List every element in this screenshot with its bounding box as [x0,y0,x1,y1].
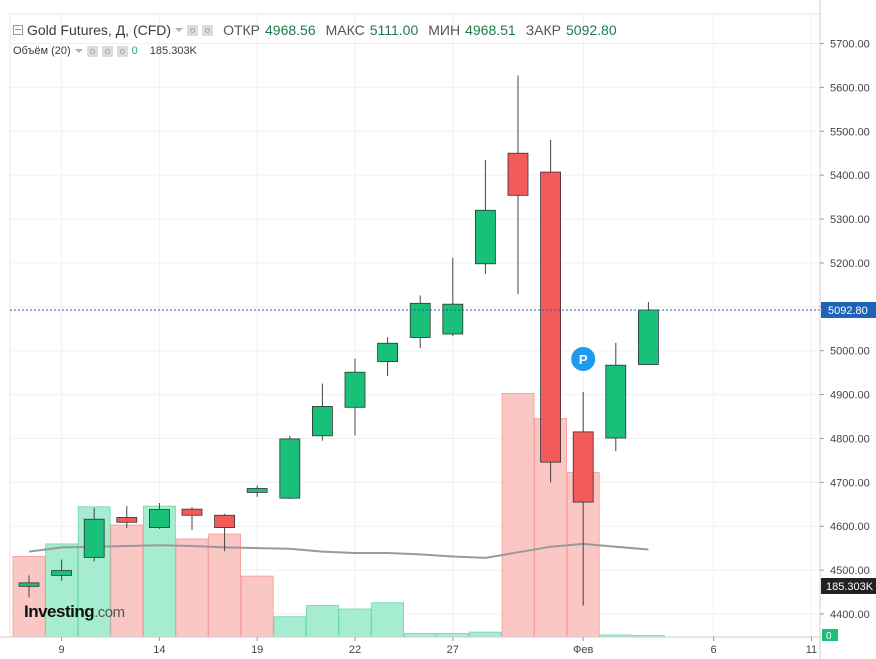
candle-body-up [18,582,40,587]
chevron-down-icon[interactable] [74,49,83,53]
time-tick-label: 14 [153,644,165,656]
price-tick-label: 5600.00 [830,82,870,94]
volume-bars [12,392,665,638]
open-value: 4968.56 [265,22,316,38]
logo-suffix: .com [94,604,125,621]
candle-body-up [377,342,399,363]
candle-body-up [148,509,170,528]
high-value: 5111.00 [369,22,419,38]
open-label: ОТКР [223,22,260,38]
price-tick-label: 5000.00 [830,346,870,358]
last-price-tag [821,301,876,318]
volume-bar [371,602,405,638]
candle-body-up [51,570,72,576]
instrument-title: Gold Futures, Д, (CFD) [27,22,172,38]
volume-bar [305,605,339,638]
time-tick-label: Фев [573,644,593,656]
last-price-label: 5092.80 [828,305,868,317]
chevron-down-icon[interactable] [175,28,184,32]
price-tick-label: 4700.00 [830,477,870,489]
visibility-icon[interactable] [187,24,199,36]
price-tick-label: 4800.00 [830,433,870,445]
candlestick-series [18,75,659,606]
time-tick-label: 11 [806,644,817,656]
volume-header: Объём (20) 0 185.303K [13,45,197,57]
event-marker-letter: P [579,352,588,367]
settings-icon[interactable] [202,24,214,36]
chart-header: Gold Futures, Д, (CFD) ОТКР 4968.56 МАКС 5… [13,22,617,38]
candle-body-up [311,406,333,437]
volume-bar [273,616,307,638]
volume-bar [436,633,470,638]
close-value: 5092.80 [566,22,617,38]
volume-zero-tag [822,629,838,641]
candle-body-down [214,514,236,528]
price-tick-label: 5300.00 [830,214,870,226]
settings-icon[interactable] [101,45,113,57]
event-marker-circle[interactable] [571,347,596,371]
volume-bar [403,633,437,638]
candle-body-down [572,431,594,503]
volume-label: Объём (20) [13,45,71,57]
price-tick-label: 4900.00 [830,390,870,402]
investing-logo: Investing.com [24,602,125,622]
price-tick-label: 4500.00 [830,565,870,577]
time-axis[interactable]: 9 14 19 22 27 Фев 6 11 [0,636,820,656]
price-tick-label: 5400.00 [830,170,870,182]
low-label: МИН [428,22,461,38]
volume-bar [468,631,502,638]
close-icon[interactable] [116,45,128,57]
logo-text: Investing [24,602,95,621]
chart-grid [9,13,820,637]
visibility-icon[interactable] [86,45,98,57]
candle-body-up [605,364,627,439]
volume-bar [175,538,209,638]
candle-body-down [181,508,203,516]
candle-body-up [442,303,464,335]
time-tick-label: 19 [251,644,263,656]
price-tick-label: 5200.00 [830,258,870,270]
candle-body-up [409,302,431,338]
time-tick-label: 27 [447,644,459,656]
volume-bar [501,392,535,638]
time-tick-label: 6 [711,644,717,656]
candle-body-up [246,488,268,493]
volume-bar [208,533,242,638]
volume-change: 0 [131,45,138,57]
candle-body-up [344,371,366,408]
candle-body-down [507,152,529,196]
volume-zero-label: 0 [826,631,832,642]
volume-value-tag [821,578,876,594]
price-tick-label: 4600.00 [830,521,870,533]
candle-body-up [474,209,496,265]
volume-value: 185.303K [149,45,197,57]
event-marker[interactable]: P [571,347,596,371]
price-tick-label: 4400.00 [830,609,870,621]
price-tick-label: 5500.00 [830,126,870,138]
volume-bar [338,608,372,638]
candle-body-up [279,438,301,499]
volume-moving-average-line [28,542,649,559]
time-tick-label: 9 [59,644,65,656]
price-axis[interactable]: 4400.00 4500.00 4600.00 4700.00 4800.00 4900.… [819,0,876,659]
high-label: МАКС [325,22,365,38]
price-tick-label: 5700.00 [830,39,870,51]
time-tick-label: 22 [349,644,361,656]
low-value: 4968.51 [465,22,516,38]
volume-value-label: 185.303K [826,581,874,593]
volume-bar [240,575,274,638]
candle-body-up [83,518,105,558]
volume-bar [45,543,78,638]
close-label: ЗАКР [525,22,561,38]
collapse-icon[interactable] [13,25,23,35]
candle-body-down [540,171,561,463]
candle-body-up [638,309,659,365]
candle-body-down [116,517,138,523]
